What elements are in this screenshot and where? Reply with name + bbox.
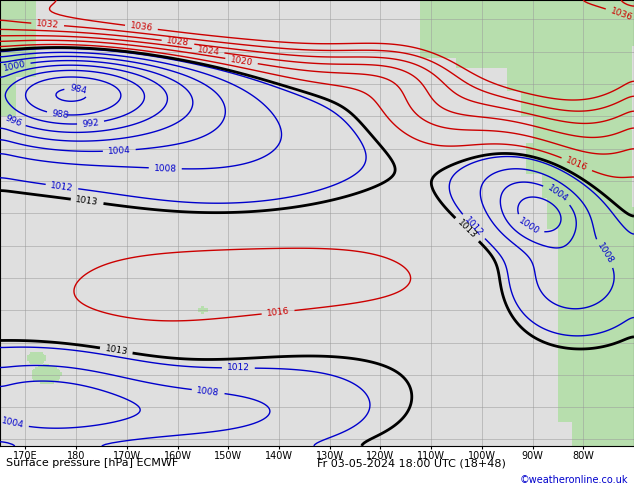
Text: 1004: 1004 (108, 146, 131, 156)
Text: 1013: 1013 (104, 344, 128, 357)
Text: 1013: 1013 (75, 196, 99, 207)
Text: 1008: 1008 (196, 386, 220, 397)
Text: 1013: 1013 (456, 219, 479, 241)
Text: 1028: 1028 (166, 36, 190, 48)
Text: 1012: 1012 (50, 181, 74, 193)
Text: 1012: 1012 (227, 364, 250, 372)
Text: 1036: 1036 (609, 6, 633, 23)
Text: 1020: 1020 (230, 55, 254, 67)
Text: 992: 992 (82, 118, 100, 128)
Text: 1016: 1016 (564, 156, 589, 173)
Text: 1024: 1024 (197, 45, 220, 57)
Text: 984: 984 (68, 83, 87, 96)
Text: 996: 996 (3, 113, 23, 128)
Text: 1000: 1000 (517, 217, 541, 237)
Text: 1036: 1036 (129, 22, 153, 33)
Text: 1032: 1032 (36, 19, 60, 30)
Text: 1004: 1004 (1, 416, 25, 430)
Text: 1008: 1008 (595, 242, 615, 266)
Text: 1012: 1012 (463, 215, 484, 238)
Text: 1004: 1004 (546, 184, 569, 204)
Text: 1016: 1016 (266, 307, 290, 318)
Text: 988: 988 (51, 109, 70, 120)
Text: ©weatheronline.co.uk: ©weatheronline.co.uk (519, 475, 628, 485)
Text: 1008: 1008 (153, 164, 177, 173)
Text: 1000: 1000 (2, 59, 27, 73)
Text: Surface pressure [hPa] ECMWF: Surface pressure [hPa] ECMWF (6, 458, 179, 468)
Text: Fr 03-05-2024 18:00 UTC (18+48): Fr 03-05-2024 18:00 UTC (18+48) (317, 458, 506, 468)
